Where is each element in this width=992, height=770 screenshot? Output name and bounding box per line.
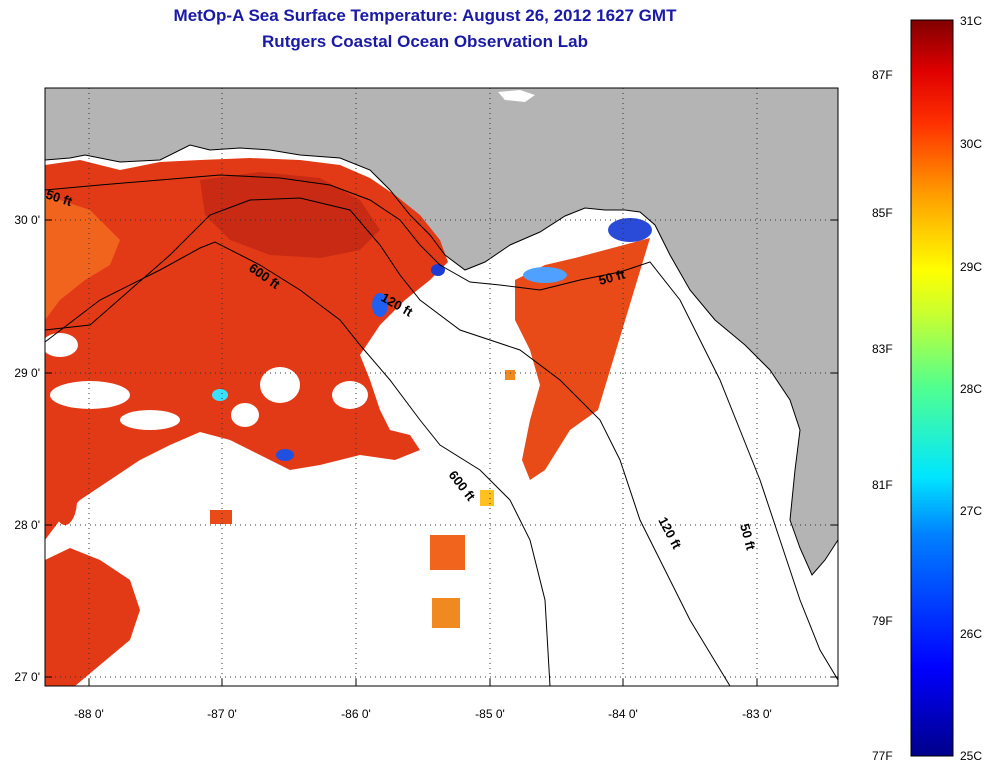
contour-120ft: [45, 197, 731, 686]
cloud-gap: [332, 381, 368, 409]
sst-patch: [480, 490, 494, 506]
cool-patch: [523, 267, 567, 283]
cool-patch: [212, 389, 228, 401]
lon-label: -84 0': [608, 707, 638, 721]
sst-patch: [505, 370, 515, 380]
sst-patch: [53, 475, 77, 525]
land-mass: [45, 88, 838, 575]
lat-label: 28 0': [14, 518, 40, 532]
lat-label: 29 0': [14, 366, 40, 380]
lon-label: -88 0': [74, 707, 104, 721]
contour-label: 50 ft: [597, 266, 627, 288]
axis-ticks: [45, 219, 838, 686]
colorbar-label-f: 79F: [872, 614, 893, 628]
lon-label: -86 0': [341, 707, 371, 721]
lat-label: 30 0': [14, 213, 40, 227]
contour-label: 50 ft: [737, 522, 759, 552]
colorbar-label-f: 83F: [872, 342, 893, 356]
sst-field-east: [515, 238, 650, 480]
cloud-gap: [120, 410, 180, 430]
cloud-gap: [45, 333, 78, 357]
sst-field-west-warm: [45, 195, 120, 320]
colorbar-label-c: 28C: [960, 382, 983, 396]
cool-patch: [276, 449, 294, 461]
colorbar-label-f: 85F: [872, 206, 893, 220]
cloud-gap: [231, 403, 259, 427]
contour-50ft: [45, 174, 838, 681]
colorbar-label-f: 87F: [872, 68, 893, 82]
lon-label: -87 0': [207, 707, 237, 721]
coastline: [45, 144, 838, 576]
graticule: [45, 88, 838, 686]
cool-patch: [372, 293, 388, 317]
colorbar-label-c: 30C: [960, 137, 983, 151]
map-title: MetOp-A Sea Surface Temperature: August …: [173, 6, 677, 25]
sst-patch: [430, 535, 465, 570]
cool-patch: [608, 218, 652, 242]
cloud-gap: [260, 367, 300, 403]
sst-patch: [432, 598, 460, 628]
colorbar-label-c: 26C: [960, 627, 983, 641]
colorbar-label-f: 77F: [872, 749, 893, 763]
lat-label: 27 0': [14, 670, 40, 684]
cool-patch: [431, 264, 445, 276]
lon-label: -83 0': [742, 707, 772, 721]
sst-field-southwest: [45, 548, 140, 686]
sst-patch: [210, 510, 232, 524]
lon-label: -85 0': [475, 707, 505, 721]
colorbar-label-f: 81F: [872, 478, 893, 492]
colorbar-label-c: 29C: [960, 260, 983, 274]
contour-600ft: [45, 241, 551, 686]
lake: [498, 90, 535, 102]
sst-field-core: [200, 172, 380, 258]
sst-field-west: [45, 158, 448, 540]
map-subtitle: Rutgers Coastal Ocean Observation Lab: [262, 32, 588, 51]
colorbar-label-c: 27C: [960, 504, 983, 518]
colorbar-label-c: 25C: [960, 749, 983, 763]
map-frame: [44, 87, 839, 687]
cloud-gap: [50, 381, 130, 409]
colorbar-label-c: 31C: [960, 14, 983, 28]
colorbar: [910, 19, 954, 757]
